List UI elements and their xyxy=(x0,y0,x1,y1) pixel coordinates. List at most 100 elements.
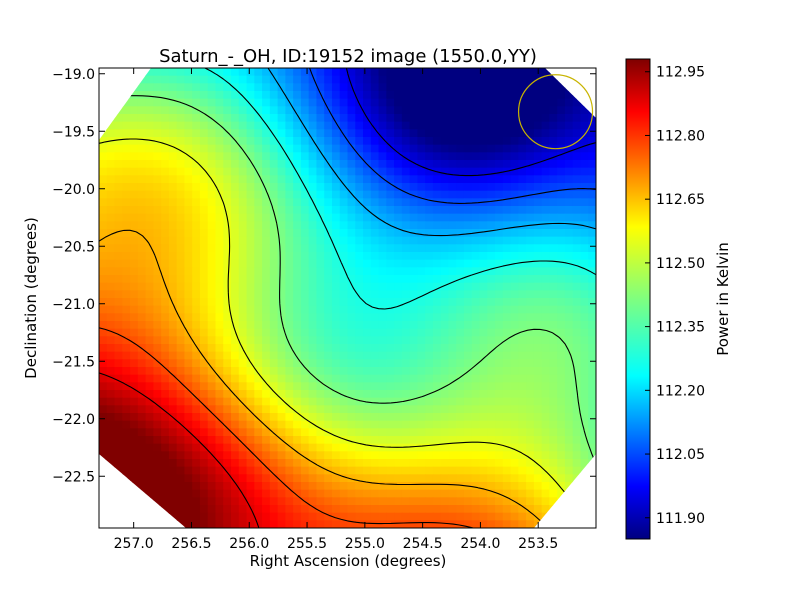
heatmap-cell xyxy=(471,114,481,123)
heatmap-cell xyxy=(254,190,263,199)
heatmap-cell xyxy=(300,390,310,399)
heatmap-cell xyxy=(207,144,217,153)
heatmap-cell xyxy=(223,374,232,383)
heatmap-cell xyxy=(168,167,178,176)
heatmap-cell xyxy=(541,252,551,261)
heatmap-cell xyxy=(386,351,395,360)
heatmap-cell xyxy=(564,374,574,383)
heatmap-cell xyxy=(495,382,504,391)
heatmap-cell xyxy=(246,98,255,107)
heatmap-cell xyxy=(262,305,271,314)
heatmap-cell xyxy=(448,351,457,360)
heatmap-cell xyxy=(347,183,356,192)
heatmap-cell xyxy=(541,144,551,153)
heatmap-cell xyxy=(145,106,154,115)
heatmap-cell xyxy=(106,405,116,414)
heatmap-cell xyxy=(502,520,512,528)
heatmap-cell xyxy=(510,505,519,514)
heatmap-cell xyxy=(526,137,535,146)
heatmap-cell xyxy=(502,413,512,422)
heatmap-cell xyxy=(370,91,380,100)
heatmap-cell xyxy=(456,206,465,215)
heatmap-cell xyxy=(487,236,496,245)
heatmap-cell xyxy=(300,482,310,491)
heatmap-cell xyxy=(254,520,263,528)
heatmap-cell xyxy=(533,129,543,138)
heatmap-cell xyxy=(231,290,240,299)
heatmap-cell xyxy=(588,244,596,253)
heatmap-cell xyxy=(300,206,310,215)
contour-line xyxy=(345,68,596,177)
heatmap-cell xyxy=(114,183,123,192)
heatmap-cell xyxy=(541,382,551,391)
heatmap-cell xyxy=(161,144,170,153)
heatmap-cell xyxy=(192,321,201,330)
heatmap-cell xyxy=(518,443,527,452)
heatmap-cell xyxy=(502,336,512,345)
heatmap-cell xyxy=(471,267,481,276)
heatmap-cell xyxy=(495,167,504,176)
heatmap-cell xyxy=(223,167,232,176)
heatmap-cell xyxy=(285,167,294,176)
heatmap-cell xyxy=(293,328,302,337)
heatmap-cell xyxy=(495,121,504,130)
heatmap-cell xyxy=(331,106,341,115)
heatmap-cell xyxy=(510,413,519,422)
heatmap-cell xyxy=(401,152,411,161)
heatmap-cell xyxy=(549,482,558,491)
heatmap-cell xyxy=(440,420,450,429)
heatmap-cell xyxy=(176,160,186,169)
heatmap-cell xyxy=(479,466,488,475)
heatmap-cell xyxy=(262,313,271,322)
heatmap-cell xyxy=(269,428,279,437)
heatmap-cell xyxy=(223,190,232,199)
heatmap-cell xyxy=(533,160,543,169)
heatmap-cell xyxy=(495,321,504,330)
heatmap-cell xyxy=(168,213,178,222)
heatmap-cell xyxy=(533,290,543,299)
heatmap-cell xyxy=(223,420,232,429)
heatmap-cell xyxy=(448,420,457,429)
heatmap-cell xyxy=(432,213,442,222)
heatmap-cell xyxy=(176,367,186,376)
heatmap-cell xyxy=(370,336,380,345)
heatmap-cell xyxy=(526,298,535,307)
heatmap-cell xyxy=(277,213,286,222)
heatmap-cell xyxy=(215,275,224,284)
heatmap-cell xyxy=(417,129,426,138)
heatmap-cell xyxy=(99,405,108,414)
heatmap-cell xyxy=(378,282,387,291)
heatmap-cell xyxy=(122,175,131,184)
heatmap-cell xyxy=(285,466,294,475)
heatmap-cell xyxy=(331,443,341,452)
heatmap-cell xyxy=(184,275,193,284)
heatmap-cell xyxy=(339,144,349,153)
heatmap-cell xyxy=(300,267,310,276)
heatmap-cell xyxy=(331,428,341,437)
heatmap-cell xyxy=(526,206,535,215)
heatmap-cell xyxy=(223,198,232,207)
heatmap-cell xyxy=(262,382,271,391)
heatmap-cell xyxy=(176,144,186,153)
heatmap-cell xyxy=(153,252,162,261)
heatmap-cell xyxy=(316,459,325,468)
heatmap-cell xyxy=(277,282,286,291)
heatmap-cell xyxy=(456,451,465,460)
heatmap-cell xyxy=(370,75,380,84)
heatmap-cell xyxy=(572,252,582,261)
heatmap-cell xyxy=(409,190,418,199)
heatmap-cell xyxy=(99,428,108,437)
heatmap-cell xyxy=(448,91,457,100)
heatmap-cell xyxy=(168,129,178,138)
heatmap-cell xyxy=(114,367,123,376)
heatmap-cell xyxy=(199,121,209,130)
heatmap-cell xyxy=(145,413,154,422)
heatmap-cell xyxy=(122,259,131,268)
heatmap-cell xyxy=(409,137,418,146)
heatmap-cell xyxy=(409,397,418,406)
heatmap-cell xyxy=(549,497,558,506)
heatmap-cell xyxy=(518,259,527,268)
heatmap-cell xyxy=(215,374,224,383)
heatmap-cell xyxy=(510,436,519,445)
heatmap-cell xyxy=(510,489,519,498)
